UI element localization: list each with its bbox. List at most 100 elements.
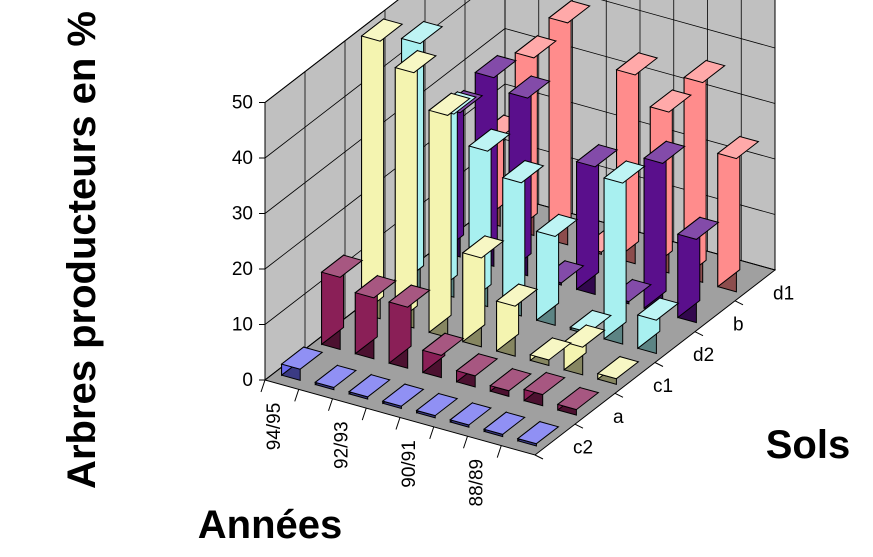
x-tick-mark: [463, 436, 468, 449]
x-tick-label: 92/93: [331, 421, 352, 469]
bar-d2-90/91: [535, 213, 579, 326]
bar-top-face: [636, 297, 680, 321]
z-tick-label: c1: [653, 376, 673, 397]
bar-side-face: [361, 17, 385, 315]
bar-top-face: [535, 213, 579, 238]
bar-c2-93/94: [314, 364, 357, 391]
bar-side-face: [603, 159, 627, 340]
bar-top-face: [360, 18, 404, 42]
bar-c2-94/95: [280, 346, 324, 381]
x-tick-label: 88/89: [466, 459, 487, 507]
x-tick-label: 90/91: [399, 440, 420, 488]
bar-top-face: [643, 140, 686, 164]
x-tick-mark: [429, 426, 435, 440]
bar-b-87/88: [676, 216, 720, 324]
z-tick-label: d2: [693, 345, 714, 366]
x-tick-label: 94/95: [264, 403, 285, 451]
bar-c2-88/89: [483, 411, 526, 438]
z-axis-title: Sols: [766, 423, 850, 467]
bar-c2-91/92: [381, 383, 425, 410]
z-tick-labels: c2 a c1 d2 b d1: [534, 283, 794, 460]
bar-top-face: [514, 35, 557, 59]
bar-top-face: [381, 383, 425, 407]
bar-top-face: [468, 128, 511, 152]
bar-d2-88/89: [603, 159, 646, 345]
bar-d2-91/92: [501, 159, 545, 317]
bar-c1-93/94: [394, 49, 437, 329]
bar-c1-91/92: [461, 234, 505, 348]
bar-top-face: [716, 135, 760, 160]
z-tick-mark: [694, 331, 704, 337]
bar-top-face: [474, 55, 517, 79]
bar-a-93/94: [354, 274, 397, 360]
y-tick-label: 40: [232, 148, 253, 169]
bar-top-face: [516, 421, 560, 445]
bar-c2-89/90: [449, 401, 492, 428]
x-tick-mark: [496, 445, 502, 458]
bar-top-face: [415, 392, 459, 417]
bar-top-face: [455, 353, 499, 377]
bar-side-face: [394, 49, 418, 324]
bar-top-face: [388, 284, 431, 308]
bar-top-face: [461, 235, 505, 259]
z-tick-mark: [734, 300, 744, 306]
bar-a-87/88: [556, 386, 600, 416]
y-axis-title: Arbres producteurs en %: [60, 11, 104, 489]
bar-a-91/92: [421, 332, 465, 379]
bar-b-88/89: [643, 140, 686, 314]
bar-c2-87/88: [516, 420, 560, 447]
bar-b-90/91: [575, 143, 619, 296]
z-tick-label: c2: [573, 438, 593, 459]
bar-side-face: [643, 140, 667, 310]
bar-d2-87/88: [636, 296, 680, 355]
bar-top-face: [320, 254, 364, 278]
bar-top-face: [314, 364, 357, 389]
y-tick-label: 20: [232, 259, 253, 280]
bar-top-face: [596, 356, 640, 380]
bar-c1-88/89: [563, 323, 606, 376]
bar-top-face: [548, 0, 591, 24]
bar-c1-87/88: [596, 355, 640, 385]
bar-top-face: [523, 371, 566, 396]
bar-a-89/90: [489, 367, 532, 398]
bar-top-face: [348, 374, 391, 398]
y-tick-label: 30: [232, 204, 253, 225]
z-tick-label: d1: [773, 283, 794, 304]
bar-top-face: [556, 386, 600, 411]
bar-top-face: [449, 402, 492, 426]
bar-a-94/95: [320, 254, 364, 351]
bar-top-face: [529, 337, 572, 361]
z-tick-mark: [534, 454, 544, 460]
bar-top-face: [676, 216, 720, 240]
bar-top-face: [489, 368, 532, 392]
bar-c2-90/91: [415, 392, 459, 419]
bar-a-92/93: [388, 284, 431, 369]
bar-top-face: [603, 160, 646, 184]
bar-top-face: [354, 275, 397, 299]
bar-top-face: [280, 346, 324, 370]
bar-a-88/89: [523, 371, 566, 407]
y-tick-label: 0: [242, 370, 253, 391]
bar-c2-92/93: [348, 373, 391, 400]
bar-top-face: [501, 160, 545, 184]
bar-c1-92/93: [428, 92, 471, 339]
bar-top-face: [683, 59, 726, 84]
z-tick-label: a: [613, 407, 624, 428]
bar-top-face: [400, 20, 444, 45]
y-tick-labels: 0 10 20 30 40 50: [232, 93, 265, 391]
bar-c1-89/90: [529, 336, 572, 367]
bar-top-face: [615, 52, 659, 76]
z-tick-mark: [654, 362, 664, 367]
bar-top-face: [421, 332, 465, 356]
bar-side-face: [548, 0, 572, 241]
bar-top-face: [394, 50, 437, 74]
bar-top-face: [649, 89, 692, 113]
z-tick-mark: [574, 423, 584, 429]
x-tick-mark: [395, 417, 401, 430]
z-tick-mark: [614, 392, 624, 398]
bar-d1-92/93: [548, 0, 591, 246]
bar-top-face: [508, 75, 551, 99]
x-tick-mark: [328, 398, 333, 411]
bar-side-face: [428, 92, 452, 334]
